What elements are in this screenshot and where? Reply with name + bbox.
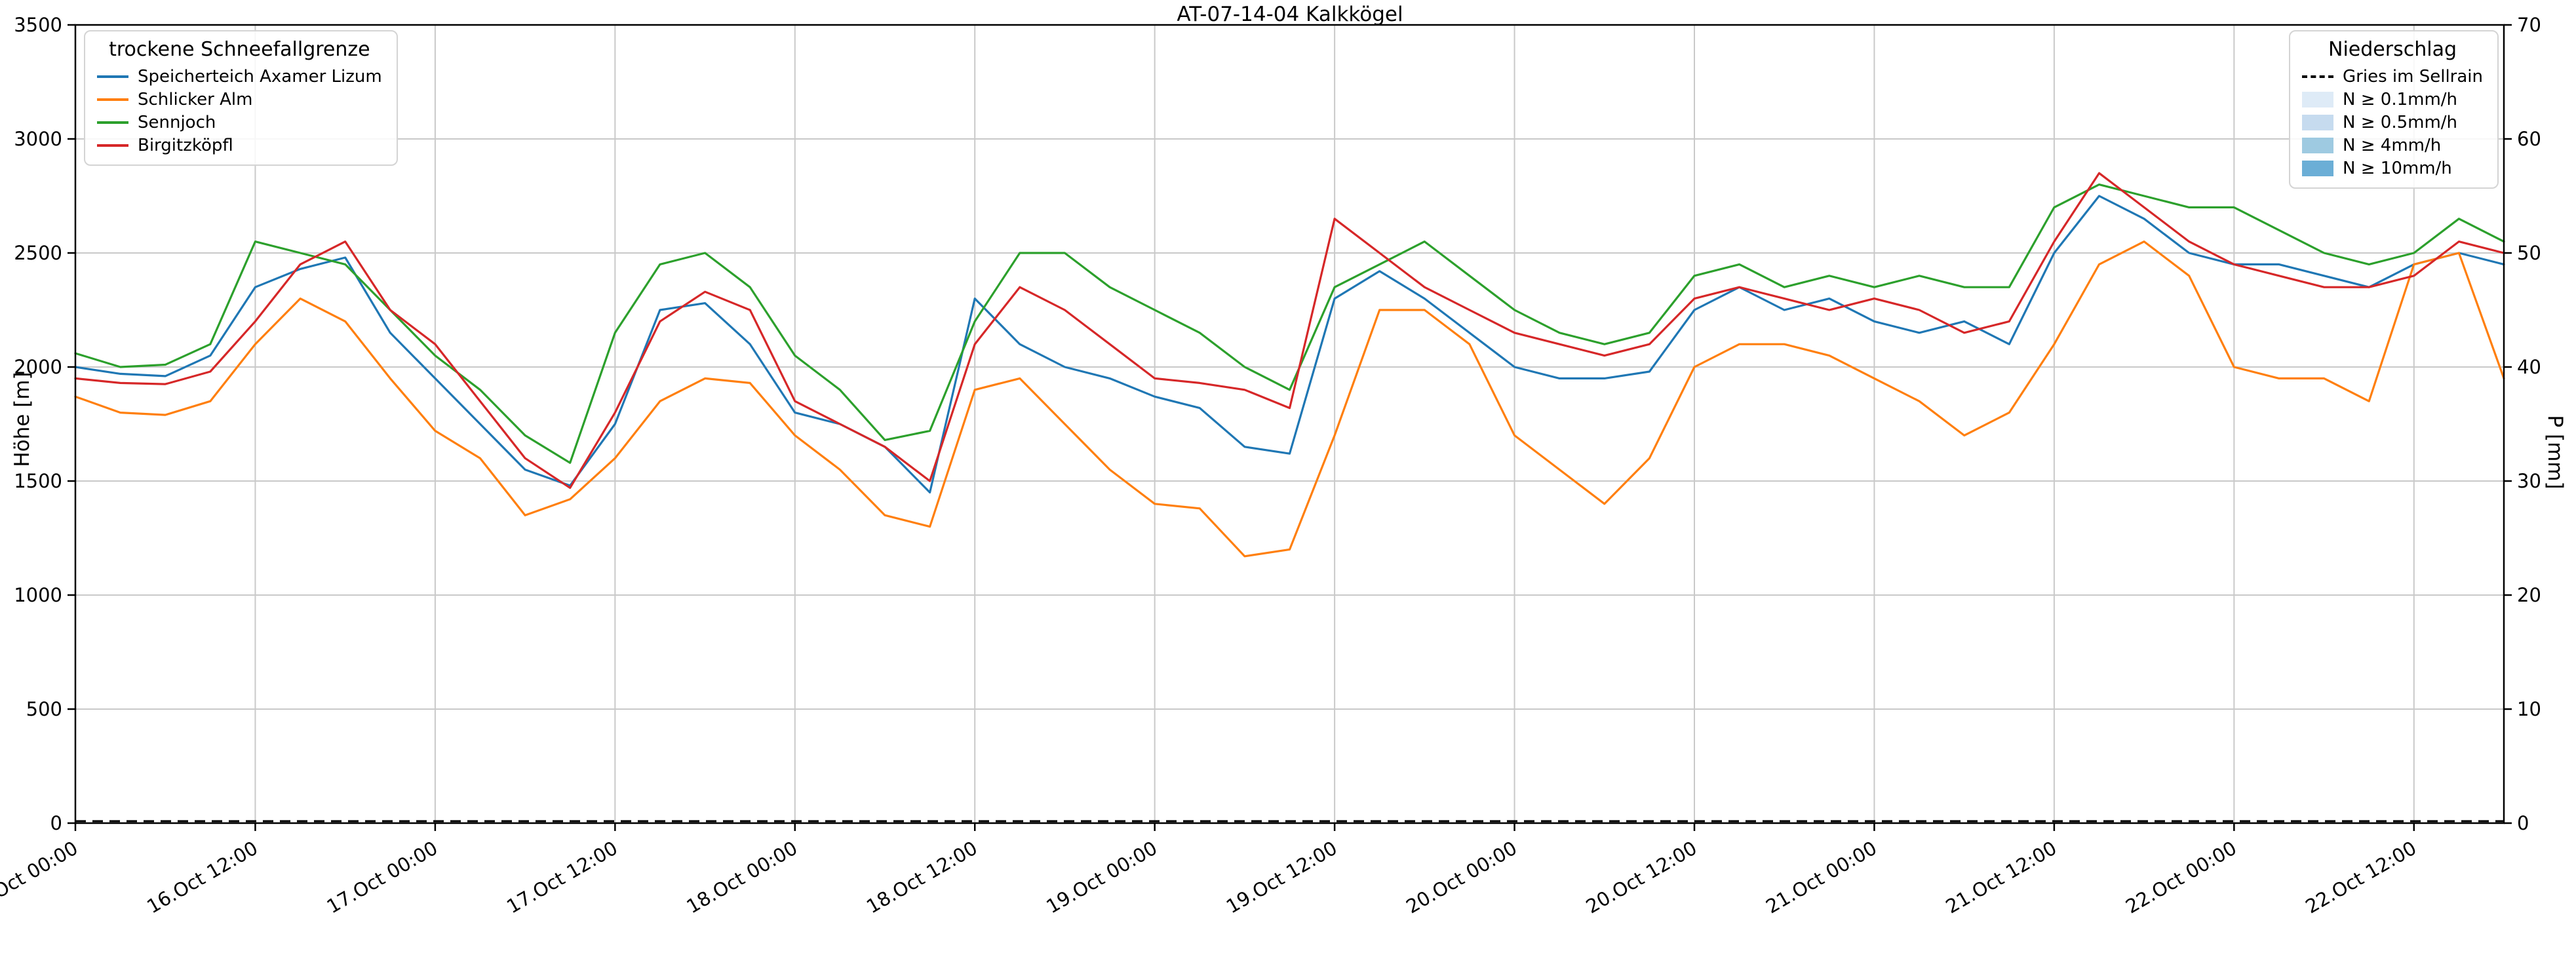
legend-entry-label: Birgitzköpfl	[138, 135, 233, 155]
legend-title: trockene Schneefallgrenze	[109, 38, 370, 61]
y-tick-label: 3000	[14, 128, 62, 150]
legend-entry: Schlicker Alm	[97, 88, 382, 111]
y2-tick-label: 70	[2517, 14, 2541, 36]
y2-tick-label: 20	[2517, 584, 2541, 606]
legend-entry: N ≥ 0.5mm/h	[2302, 111, 2483, 134]
y-tick-label: 1500	[14, 470, 62, 492]
legend-entry: Birgitzköpfl	[97, 134, 382, 157]
y2-tick-label: 40	[2517, 356, 2541, 378]
y-tick-label: 500	[26, 698, 62, 720]
x-tick-label: 19.Oct 00:00	[1042, 837, 1161, 918]
legend-entries: Speicherteich Axamer Lizum Schlicker Alm S…	[97, 65, 382, 157]
legend-entry: Sennjoch	[97, 111, 382, 134]
legend-snowfall-line: trockene Schneefallgrenze Speicherteich …	[84, 30, 398, 166]
series-line	[74, 172, 2505, 489]
legend-entry: N ≥ 0.1mm/h	[2302, 88, 2483, 111]
x-tick-label: 17.Oct 00:00	[323, 837, 442, 918]
x-tick-label: 22.Oct 00:00	[2122, 837, 2240, 918]
chart-title: AT-07-14-04 Kalkkögel	[1177, 3, 1403, 26]
x-tick-label: 16.Oct 00:00	[0, 837, 81, 918]
x-tick-label: 22.Oct 12:00	[2302, 837, 2421, 918]
y2-tick-label: 10	[2517, 698, 2541, 720]
line-swatch	[97, 75, 128, 78]
x-tick-label: 18.Oct 12:00	[863, 837, 981, 918]
x-tick-label: 21.Oct 12:00	[1942, 837, 2061, 918]
x-tick-label: 18.Oct 00:00	[683, 837, 802, 918]
legend-entries: Gries im Sellrain N ≥ 0.1mm/h N ≥ 0.5mm/h N…	[2302, 65, 2483, 180]
legend-entry-label: N ≥ 0.1mm/h	[2343, 89, 2458, 109]
y-tick-label: 2000	[14, 356, 62, 378]
legend-entry-label: Sennjoch	[138, 112, 216, 132]
precip-intensity-swatch	[2302, 91, 2334, 107]
legend-entry: N ≥ 10mm/h	[2302, 157, 2483, 180]
x-tick-label: 16.Oct 12:00	[143, 837, 262, 918]
legend-entry: Speicherteich Axamer Lizum	[97, 65, 382, 88]
legend-entry-label: Schlicker Alm	[138, 89, 253, 109]
legend-precipitation: Niederschlag Gries im Sellrain N ≥ 0.1mm/…	[2289, 30, 2499, 189]
y-tick-label: 1000	[14, 584, 62, 606]
line-swatch	[97, 144, 128, 147]
series-line	[74, 184, 2505, 464]
y2-tick-label: 30	[2517, 470, 2541, 492]
left-axis-label: Höhe [m]	[10, 372, 34, 467]
legend-entry-label: N ≥ 10mm/h	[2343, 158, 2452, 178]
line-swatch	[97, 121, 128, 124]
y-tick-label: 3500	[14, 14, 62, 36]
legend-entry-label: N ≥ 0.5mm/h	[2343, 112, 2458, 132]
y-tick-label: 2500	[14, 242, 62, 264]
precip-intensity-swatch	[2302, 114, 2334, 130]
legend-entry: Gries im Sellrain	[2302, 65, 2483, 88]
y2-tick-label: 60	[2517, 128, 2541, 150]
x-tick-label: 20.Oct 00:00	[1402, 837, 1521, 918]
y2-tick-label: 0	[2517, 812, 2529, 834]
dashed-line-swatch	[2302, 75, 2334, 78]
y-tick-label: 0	[50, 812, 62, 834]
legend-entry-label: N ≥ 4mm/h	[2343, 135, 2442, 155]
legend-entry-label: Gries im Sellrain	[2343, 66, 2483, 87]
right-axis-label: P [mm]	[2543, 415, 2567, 490]
legend-entry-label: Speicherteich Axamer Lizum	[138, 66, 382, 87]
precip-intensity-swatch	[2302, 137, 2334, 153]
x-tick-label: 17.Oct 12:00	[503, 837, 621, 918]
x-tick-label: 20.Oct 12:00	[1582, 837, 1701, 918]
y2-tick-label: 50	[2517, 242, 2541, 264]
precip-intensity-swatch	[2302, 160, 2334, 176]
x-tick-label: 19.Oct 12:00	[1222, 837, 1341, 918]
series-line	[74, 195, 2505, 493]
line-swatch	[97, 98, 128, 101]
legend-entry: N ≥ 4mm/h	[2302, 134, 2483, 157]
series-line	[74, 241, 2505, 558]
x-tick-label: 21.Oct 00:00	[1762, 837, 1881, 918]
legend-title: Niederschlag	[2328, 38, 2457, 61]
